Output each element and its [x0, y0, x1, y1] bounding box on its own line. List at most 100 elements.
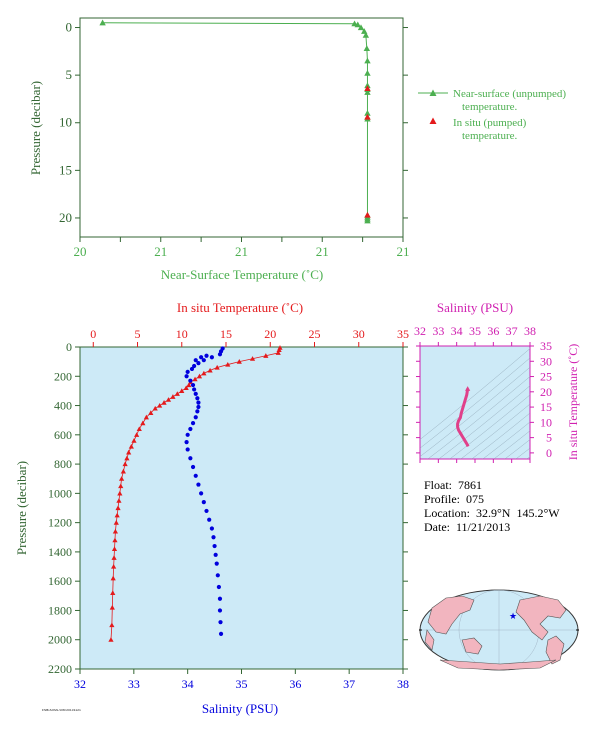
pf-temperature-point	[214, 364, 220, 370]
pf-salinity-point	[190, 464, 196, 470]
pf-temperature-point	[108, 637, 114, 642]
info-date-value: 11/21/2013	[456, 520, 511, 534]
pf-top-tick-label: 0	[90, 327, 96, 341]
ts-start-point	[465, 386, 471, 391]
pf-temperature-point	[110, 590, 116, 595]
near-surface-ticks: 20 21 21 21 21 0 5 10 15 20	[59, 20, 410, 259]
pf-temperature-point	[201, 370, 207, 376]
pf-temperature-point	[196, 373, 203, 379]
ts-right-tick-label: 20	[540, 385, 552, 399]
pf-salinity-point	[201, 500, 206, 505]
ts-top-tick-label: 36	[487, 324, 499, 338]
ts-density-contours	[420, 348, 530, 459]
legend-label-near-surface-1: Near-surface (unpumped)	[453, 88, 566, 100]
pf-y-tick-label: 800	[54, 457, 72, 471]
ns-near-surface-point	[364, 217, 371, 224]
production-stamp: FSB/AOML/UW/20131121	[42, 708, 81, 712]
ns-in-situ-point	[364, 85, 371, 92]
ts-contour-line	[471, 412, 530, 459]
ns-x-tick-label: 21	[397, 244, 410, 259]
legend-triangle-green	[429, 89, 437, 96]
profile-top-axis-label: In situ Temperature (˚C)	[177, 300, 303, 315]
ns-near-surface-point	[99, 19, 106, 26]
info-location: Location: 32.9°N 145.2°W	[424, 506, 560, 521]
pf-salinity-point	[217, 596, 223, 601]
ts-top-axis-label: Salinity (PSU)	[437, 300, 513, 315]
pf-temperature-point	[112, 537, 118, 543]
pf-salinity-point	[184, 440, 189, 445]
ts-contour-line	[438, 385, 530, 459]
legend-label-near-surface-2: temperature.	[462, 101, 518, 113]
pf-salinity-point	[192, 387, 197, 392]
pf-salinity-point	[214, 561, 219, 566]
ts-contour-line	[420, 357, 530, 449]
pf-salinity-point	[216, 584, 221, 590]
ts-top-tick-label: 32	[414, 324, 426, 338]
ts-right-tick-label: 0	[546, 446, 552, 460]
profile-ticks: 0200400600800100012001400160018002000220…	[48, 327, 409, 691]
legend-triangle-red	[429, 117, 437, 124]
ts-curve	[456, 388, 470, 448]
pf-bottom-tick-label: 34	[182, 677, 194, 691]
pf-salinity-point	[193, 415, 198, 420]
pf-salinity-point	[218, 631, 224, 636]
ts-right-tick-label: 25	[540, 370, 552, 384]
ts-top-tick-label: 33	[432, 324, 444, 338]
pf-salinity-point	[190, 421, 196, 426]
pf-bottom-tick-label: 32	[74, 677, 86, 691]
pf-temperature-point	[140, 420, 146, 426]
pf-salinity-point	[213, 552, 218, 557]
pf-y-tick-label: 1800	[48, 603, 72, 617]
pf-salinity-point	[196, 482, 201, 487]
pf-temperature-point	[148, 410, 154, 415]
info-float: Float: 7861	[424, 478, 482, 493]
pf-temperature-point	[186, 382, 192, 388]
ns-x-tick-label: 21	[154, 244, 167, 259]
pf-salinity-point	[196, 361, 201, 366]
pf-temperature-point	[263, 353, 269, 358]
ts-right-tick-label: 15	[540, 400, 552, 414]
pf-temperature-point	[165, 397, 172, 402]
ns-y-tick-label: 10	[59, 115, 72, 130]
pf-temperature-point	[122, 461, 128, 467]
ts-right-tick-label: 10	[540, 415, 552, 429]
pf-salinity-point	[212, 543, 217, 549]
profile-y-label: Pressure (decibar)	[14, 461, 29, 555]
profile-series	[108, 345, 283, 642]
pf-top-tick-label: 25	[309, 327, 321, 341]
pf-salinity-point	[192, 363, 197, 369]
pf-temperature-point	[126, 449, 132, 455]
pf-temperature-point	[109, 622, 115, 628]
pf-temperature-point	[143, 414, 149, 420]
ns-x-tick-label: 21	[316, 244, 329, 259]
ts-plot-area	[419, 345, 531, 460]
ns-y-tick-label: 0	[66, 20, 73, 35]
pf-top-tick-label: 5	[135, 327, 141, 341]
pf-salinity-point	[196, 404, 201, 410]
ns-y-tick-label: 20	[59, 210, 72, 225]
pf-temperature-point	[183, 385, 189, 391]
pf-salinity-point	[188, 378, 193, 383]
near-surface-y-label: Pressure (decibar)	[28, 81, 43, 175]
pf-salinity-point	[195, 409, 200, 414]
pf-top-tick-label: 30	[353, 327, 365, 341]
pf-salinity-point	[199, 355, 204, 360]
ts-right-tick-label: 30	[540, 354, 552, 368]
pf-bottom-tick-label: 38	[397, 677, 409, 691]
near-surface-legend: Near-surface (unpumped) temperature. In …	[418, 88, 566, 142]
map-float-star: ★	[509, 612, 517, 622]
ts-contour-line	[420, 348, 530, 440]
pf-salinity-point	[211, 535, 216, 540]
pf-salinity-point	[218, 620, 223, 625]
ts-right-tick-label: 5	[546, 431, 552, 445]
ns-near-surface-point	[364, 110, 371, 116]
pf-temperature-point	[179, 388, 185, 393]
pf-temperature-point	[236, 359, 242, 364]
ns-in-situ-point	[364, 113, 371, 120]
pf-top-tick-label: 20	[264, 327, 276, 341]
pf-salinity-point	[190, 382, 196, 388]
near-surface-chart: 20 21 21 21 21 0 5 10 15 20 Near-Surface Temperat…	[28, 17, 566, 282]
pf-temperature-point	[115, 505, 121, 511]
pf-top-tick-label: 35	[397, 327, 409, 341]
ns-near-surface-point	[362, 31, 370, 38]
